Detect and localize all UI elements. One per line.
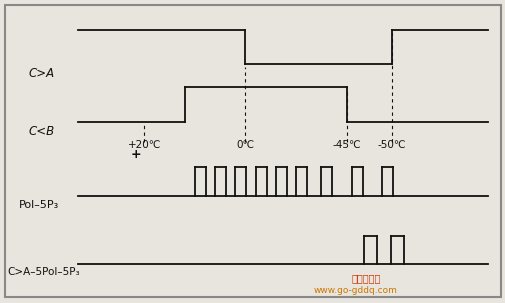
Text: www.go-gddq.com: www.go-gddq.com [313,286,397,295]
Text: +: + [131,148,141,161]
Text: -50℃: -50℃ [377,140,406,150]
Text: 0℃: 0℃ [236,140,254,150]
Text: C>A: C>A [29,67,55,80]
Text: C<B: C<B [29,125,55,138]
Text: Pol–5P₃: Pol–5P₃ [19,200,60,210]
Text: +20℃: +20℃ [127,140,161,150]
Text: -45℃: -45℃ [332,140,360,150]
Text: 广电电器网: 广电电器网 [351,273,380,283]
Text: C>A–5Pol–5P₃: C>A–5Pol–5P₃ [8,267,80,277]
